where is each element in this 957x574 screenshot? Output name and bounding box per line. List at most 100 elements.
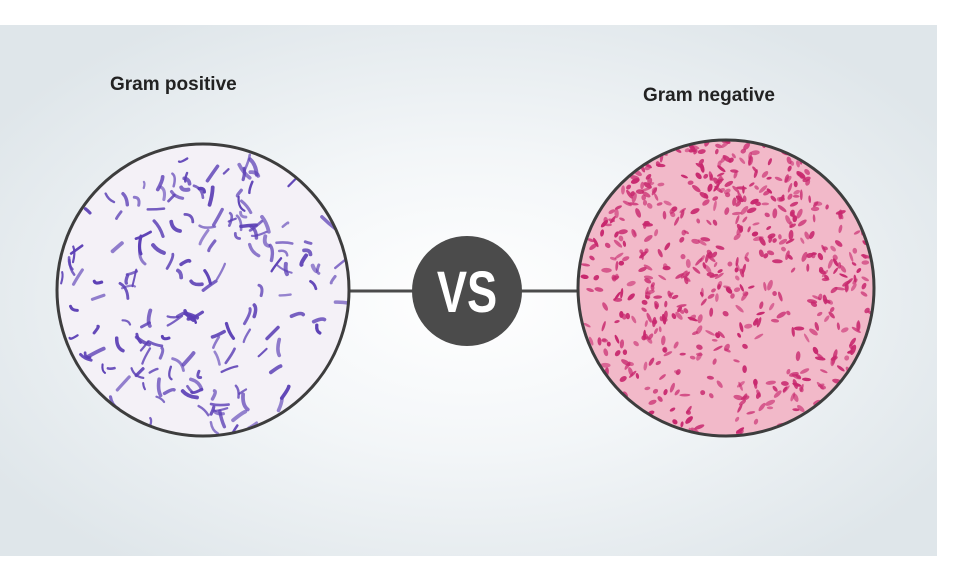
gram-positive-bacterium — [249, 224, 259, 240]
gram-negative-bacterium — [739, 226, 744, 234]
gram-positive-bacterium — [248, 219, 264, 232]
gram-positive-bacterium — [69, 304, 79, 312]
gram-negative-bacterium — [856, 267, 862, 274]
vs-badge: VS — [412, 236, 522, 346]
gram-positive-bacterium — [189, 279, 204, 287]
gram-negative-bacterium — [787, 193, 793, 200]
gram-positive-bacterium — [205, 164, 220, 183]
gram-negative-bacterium — [614, 208, 619, 219]
gram-negative-bacterium — [746, 411, 756, 415]
gram-negative-bacterium — [705, 252, 710, 263]
gram-negative-bacterium — [792, 194, 800, 198]
gram-negative-bacterium — [704, 264, 712, 274]
gram-negative-bacterium — [612, 275, 620, 280]
gram-negative-bacterium — [732, 185, 740, 193]
gram-negative-bacterium — [638, 266, 647, 273]
gram-negative-bacterium — [622, 240, 627, 247]
gram-positive-bacterium — [234, 384, 240, 399]
gram-negative-bacterium — [748, 285, 755, 289]
gram-positive-bacterium — [115, 375, 131, 392]
gram-negative-bacterium — [654, 229, 659, 237]
gram-negative-bacterium — [770, 318, 780, 323]
gram-negative-bacterium — [641, 299, 648, 305]
gram-positive-bacterium — [242, 328, 252, 344]
gram-positive-bacterium — [177, 157, 189, 164]
gram-positive-bacterium — [237, 162, 252, 180]
gram-negative-bacterium — [725, 287, 733, 294]
gram-negative-bacterium — [772, 291, 777, 296]
gram-negative-bacterium — [800, 237, 805, 244]
gram-positive-bacterium — [243, 153, 252, 172]
gram-negative-bacterium — [614, 291, 621, 301]
gram-negative-bacterium — [765, 380, 776, 385]
gram-positive-bacterium — [68, 258, 76, 276]
gram-negative-bacterium — [627, 293, 635, 301]
gram-positive-bacterium — [146, 308, 153, 328]
gram-positive-bacterium — [68, 334, 79, 340]
gram-negative-bacterium — [752, 166, 758, 173]
gram-negative-bacterium — [622, 256, 630, 262]
gram-negative-bacterium — [643, 235, 653, 242]
gram-negative-bacterium — [750, 150, 760, 156]
gram-positive-bacterium — [171, 357, 185, 372]
gram-positive-bacterium — [329, 274, 337, 285]
gram-positive-bacterium — [310, 263, 318, 273]
gram-negative-bacterium — [852, 278, 858, 285]
gram-negative-bacterium — [772, 259, 783, 264]
gram-negative-bacterium — [735, 262, 740, 272]
gram-negative-bacterium — [862, 240, 867, 246]
gram-negative-bacterium — [715, 143, 722, 149]
gram-negative-bacterium — [825, 204, 829, 210]
gram-negative-bacterium — [653, 328, 659, 335]
gram-negative-bacterium — [772, 385, 778, 392]
gram-positive-bacterium — [169, 219, 182, 233]
gram-negative-bacterium — [695, 352, 703, 357]
gram-negative-bacterium — [786, 310, 791, 316]
gram-negative-bacterium — [673, 341, 679, 349]
gram-positive-bacterium — [215, 262, 227, 281]
gram-positive-bacterium — [104, 192, 116, 204]
gram-positive-bacterium — [160, 334, 171, 341]
gram-negative-bacterium — [777, 291, 783, 302]
gram-negative-bacterium — [787, 165, 792, 172]
gram-negative-bacterium — [821, 277, 830, 282]
gram-negative-bacterium — [737, 332, 742, 338]
gram-negative-bacterium — [839, 264, 847, 273]
gram-negative-bacterium — [683, 308, 689, 314]
gram-positive-bacterium — [148, 367, 159, 374]
gram-negative-bacterium — [748, 155, 752, 166]
gram-negative-bacterium — [580, 274, 589, 280]
gram-positive-bacterium — [140, 321, 151, 329]
gram-negative-bacterium — [664, 300, 668, 308]
gram-positive-bacterium — [197, 404, 210, 417]
gram-negative-bacterium — [641, 335, 647, 341]
gram-negative-bacterium — [844, 283, 850, 292]
gram-negative-bacterium — [691, 238, 700, 244]
gram-positive-bacterium — [262, 234, 271, 248]
gram-negative-bacterium — [742, 216, 748, 223]
gram-negative-bacterium — [777, 204, 787, 213]
gram-negative-bacterium — [633, 340, 639, 347]
gram-negative-bacterium — [723, 343, 730, 352]
gram-negative-bacterium — [754, 185, 759, 190]
gram-negative-bacterium — [650, 284, 655, 291]
gram-negative-bacterium — [643, 275, 654, 280]
gram-negative-bacterium — [644, 386, 651, 391]
gram-negative-bacterium — [709, 393, 714, 399]
gram-negative-bacterium — [817, 252, 824, 261]
gram-negative-bacterium — [697, 239, 707, 246]
gram-negative-bacterium — [641, 307, 647, 312]
gram-positive-bacterium — [268, 364, 283, 375]
gram-positive-bacterium — [279, 384, 291, 400]
gram-negative-bacterium — [735, 304, 744, 313]
gram-negative-bacterium — [818, 293, 823, 301]
gram-negative-bacterium — [601, 267, 612, 273]
gram-negative-bacterium — [739, 157, 746, 164]
gram-negative-bacterium — [715, 332, 721, 339]
gram-negative-bacterium — [861, 282, 867, 290]
gram-negative-bacterium — [715, 293, 719, 302]
gram-negative-bacterium — [603, 216, 609, 225]
gram-negative-bacterium — [683, 275, 691, 282]
gram-negative-bacterium — [679, 236, 685, 243]
gram-positive-bacterium — [124, 273, 130, 285]
